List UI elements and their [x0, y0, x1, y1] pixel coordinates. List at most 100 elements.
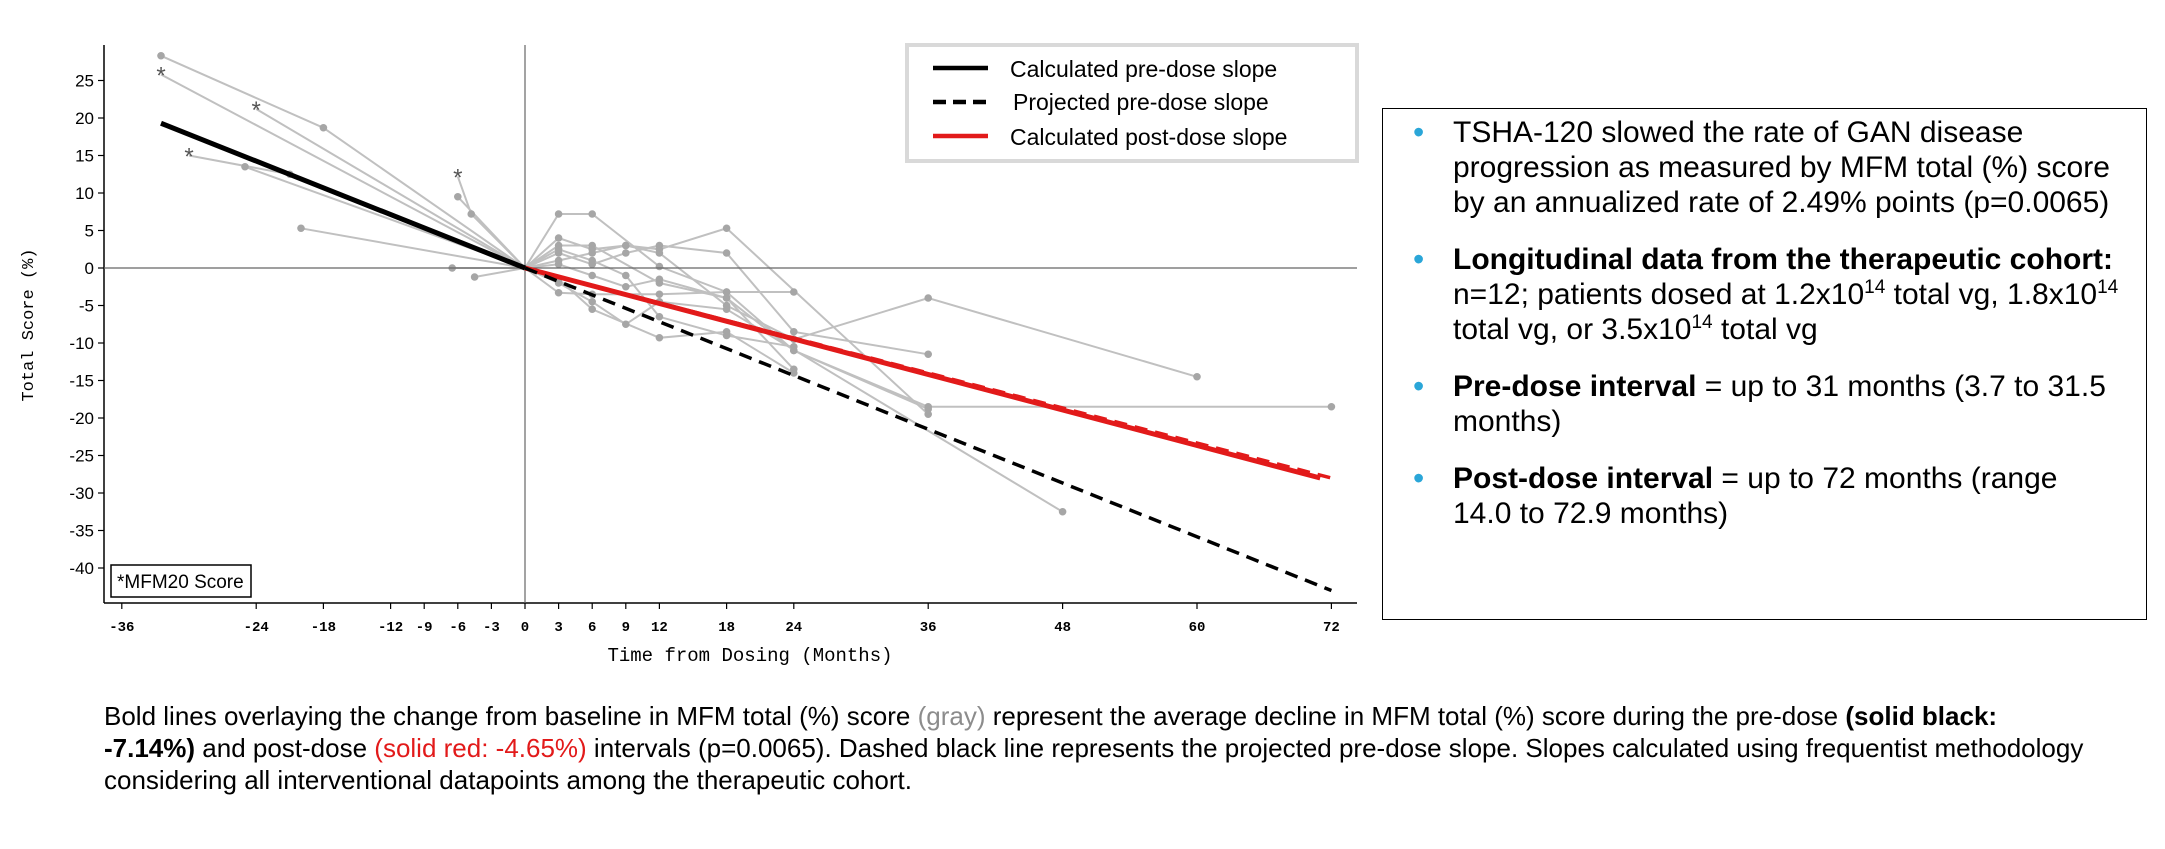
patient-data-point [790, 342, 798, 351]
x-tick-label: 36 [920, 620, 937, 636]
bullet-2-part1: n=12; patients dosed at 1.2x10 [1453, 278, 1865, 311]
patient-data-point [297, 224, 305, 233]
legend-label-post-dose: Calculated post-dose slope [1010, 124, 1287, 150]
patient-data-point [924, 405, 932, 413]
slope-line-projected-post-dose-slope [524, 266, 1332, 480]
caption-part-3: and post-dose [195, 733, 375, 763]
bullet-3-rest: = up to 31 months (3.7 to 31.5 months) [1453, 370, 2106, 438]
patient-data-point [470, 273, 479, 281]
y-tick-label: 20 [75, 109, 94, 128]
patient-data-point [622, 249, 630, 257]
y-tick-label: -20 [69, 409, 94, 428]
bullet-dot-icon: • [1413, 114, 1425, 150]
y-tick-label: -15 [69, 372, 94, 391]
patient-data-point [588, 256, 596, 265]
patient-data-point [241, 162, 249, 171]
mfm20-star-marker: * [252, 97, 261, 124]
bullet-2-sup3: 14 [1691, 312, 1713, 333]
x-tick-label: 3 [554, 620, 562, 636]
patient-data-point [924, 294, 932, 302]
patient-data-point [588, 305, 596, 314]
bullet-3-bold: Pre-dose interval [1453, 370, 1697, 403]
patient-data-point [588, 241, 596, 250]
patient-data-point [622, 282, 630, 291]
patient-data-point [722, 305, 731, 314]
axes [103, 45, 1357, 604]
patient-data-point [655, 290, 664, 299]
annotation-box: *MFM20 Score [110, 564, 252, 598]
patient-data-point [554, 234, 563, 242]
y-tick-label: 0 [85, 259, 94, 278]
patient-data-point [588, 210, 596, 218]
bullet-2-sup2: 14 [2097, 277, 2119, 298]
caption-part-4: intervals (p=0.0065). Dashed black line … [104, 733, 2084, 795]
bullet-text-1: TSHA-120 slowed the rate of GAN disease … [1453, 115, 2122, 220]
legend-label-projected: Projected pre-dose slope [1013, 89, 1269, 115]
bullet-dot-icon: • [1413, 368, 1425, 404]
mfm20-star-marker: * [156, 63, 165, 90]
bullet-text-2: Longitudinal data from the therapeutic c… [1453, 242, 2122, 347]
bullet-text-3: Pre-dose interval = up to 31 months (3.7… [1453, 369, 2122, 439]
slope-line-projected-pre-dose-slope [524, 266, 1333, 593]
patient-data-point [554, 210, 563, 218]
patient-data-point [790, 365, 798, 374]
patient-line-5 [244, 165, 929, 416]
patient-data-point [655, 262, 664, 271]
mfm20-star-marker: * [184, 144, 193, 171]
patient-data-point [722, 249, 731, 257]
x-tick-label: 72 [1323, 620, 1340, 636]
annotation-text: *MFM20 Score [117, 572, 244, 593]
patient-data-point [622, 271, 630, 280]
x-tick-label: 12 [651, 620, 668, 636]
patient-data-point [924, 410, 932, 419]
bullet-item-3: • Pre-dose interval = up to 31 months (3… [1413, 369, 2122, 439]
patient-data-point [1058, 507, 1067, 516]
patient-data-point [790, 288, 798, 296]
patient-data-point [554, 279, 563, 287]
y-tick-label: 25 [75, 72, 94, 91]
bullet-item-1: • TSHA-120 slowed the rate of GAN diseas… [1413, 115, 2122, 220]
caption-part-1: Bold lines overlaying the change from ba… [104, 701, 918, 731]
patient-data-point [319, 123, 328, 132]
patient-data-point [588, 249, 596, 257]
mfm20-star-marker: * [453, 165, 462, 192]
caption-gray: (gray) [917, 701, 986, 731]
x-tick-label: -24 [244, 620, 269, 636]
y-tick-label: -10 [69, 334, 94, 353]
bullet-1-text: TSHA-120 slowed the rate of GAN disease … [1453, 116, 2110, 219]
y-tick-label: 5 [85, 222, 94, 241]
legend: Calculated pre-dose slope Projected pre-… [905, 43, 1359, 163]
bullet-4-rest: = up to 72 months (range 14.0 to 72.9 mo… [1453, 462, 2058, 530]
x-tick-label: 60 [1189, 620, 1206, 636]
caption-bold-black: (solid black: -7.14%) [104, 701, 1998, 763]
patient-data-point [454, 192, 462, 201]
bullet-2-sup1: 14 [1864, 277, 1886, 298]
patient-data-point [467, 210, 476, 218]
x-tick-label: -9 [416, 620, 433, 636]
patient-data-point [1193, 372, 1201, 381]
patient-data-point [924, 350, 932, 359]
y-tick-label: -40 [69, 559, 94, 578]
bullet-2-part3: total vg, or 3.5x10 [1453, 313, 1692, 346]
caption-part-2: represent the average decline in MFM tot… [985, 701, 1846, 731]
patient-line-10 [474, 263, 795, 370]
bullet-text-4: Post-dose interval = up to 72 months (ra… [1453, 461, 2122, 531]
slope-lines [160, 120, 1333, 593]
bullet-dot-icon: • [1413, 241, 1425, 277]
patient-data-point [554, 260, 563, 269]
x-tick-label: 48 [1054, 620, 1071, 636]
bullet-4-bold: Post-dose interval [1453, 462, 1714, 495]
patient-data-point [655, 312, 664, 321]
patient-line-7 [456, 176, 1064, 513]
patient-data-point [655, 333, 664, 342]
patient-data-point [622, 320, 630, 329]
legend-label-pre-dose: Calculated pre-dose slope [1010, 56, 1277, 82]
mfm-total-score-chart: **** 2520151050-5-10-15-20-25-30-35-40-3… [20, 43, 1359, 667]
bullet-2-bold: Longitudinal data from the therapeutic c… [1453, 243, 2113, 276]
patient-data-point [722, 294, 731, 302]
slope-line-calculated-pre-dose-slope [160, 120, 526, 271]
patient-data-point [157, 51, 165, 60]
patient-data-point [554, 245, 563, 254]
patient-data-point [1327, 402, 1336, 411]
patient-data-point [655, 245, 664, 254]
